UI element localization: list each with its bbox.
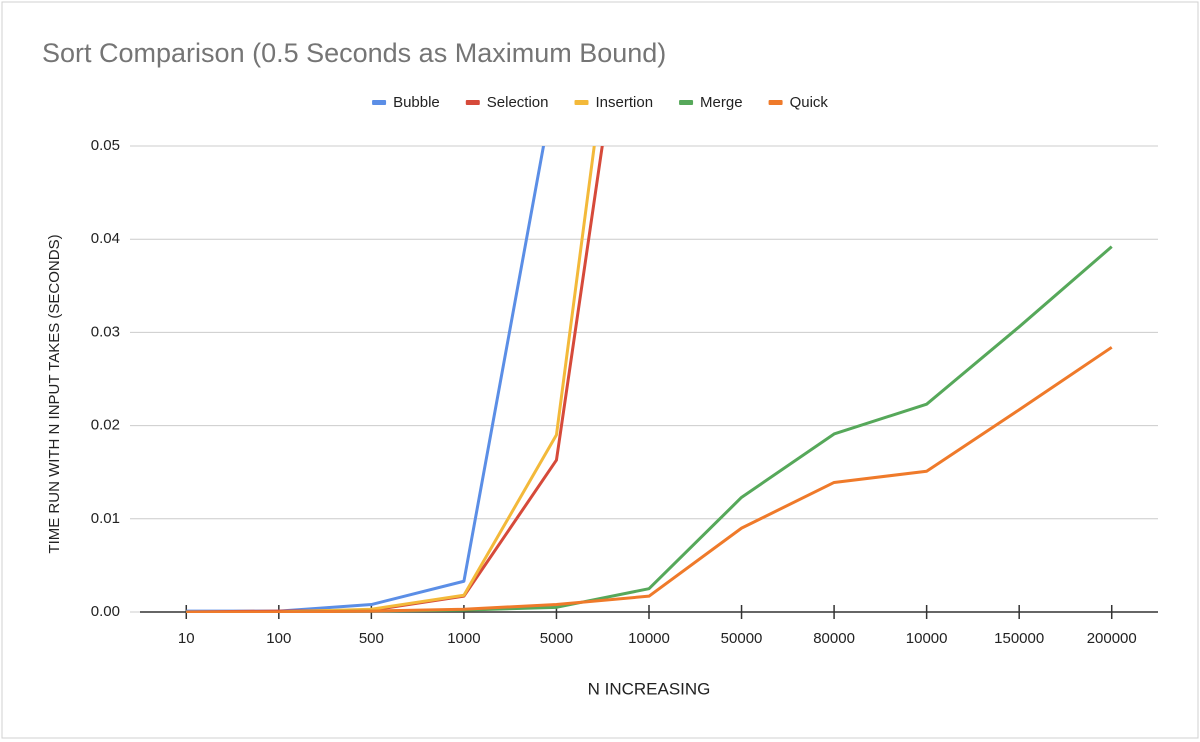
x-tick-label: 500 [359,630,384,647]
x-tick-label: 10 [178,630,195,647]
legend-label: Merge [700,94,743,111]
x-tick-label: 200000 [1087,630,1137,647]
y-tick-label: 0.01 [91,510,120,527]
y-tick-label: 0.02 [91,417,120,434]
legend-swatch [679,100,694,105]
x-tick-label: 10000 [906,630,948,647]
x-tick-label: 10000 [628,630,670,647]
x-tick-label: 150000 [994,630,1044,647]
legend-swatch [574,100,589,105]
line [186,346,1113,613]
legend-swatch [768,100,783,105]
legend: Bubble Selection Insertion Merge Quick [372,94,828,111]
y-tick-label: 0.00 [91,603,120,620]
x-tick-label: 1000 [447,630,480,647]
x-tick-label: 100 [266,630,291,647]
x-tick-label: 50000 [721,630,763,647]
y-tick-label: 0.03 [91,323,120,340]
y-tick-label: 0.05 [91,137,120,154]
legend-label: Bubble [393,94,440,111]
series-line [186,346,1113,613]
x-tick-label: 5000 [540,630,573,647]
chart-title: Sort Comparison (0.5 Seconds as Maximum … [42,38,666,68]
y-axis-label: TIME RUN WITH N INPUT TAKES (SECONDS) [46,234,63,553]
x-axis-label: N INCREASING [588,679,711,698]
legend-label: Selection [487,94,549,111]
legend-swatch [465,100,480,105]
legend-label: Insertion [596,94,654,111]
legend-label: Quick [790,94,829,111]
y-tick-label: 0.04 [91,230,120,247]
legend-swatch [372,100,387,105]
x-tick-label: 80000 [813,630,855,647]
